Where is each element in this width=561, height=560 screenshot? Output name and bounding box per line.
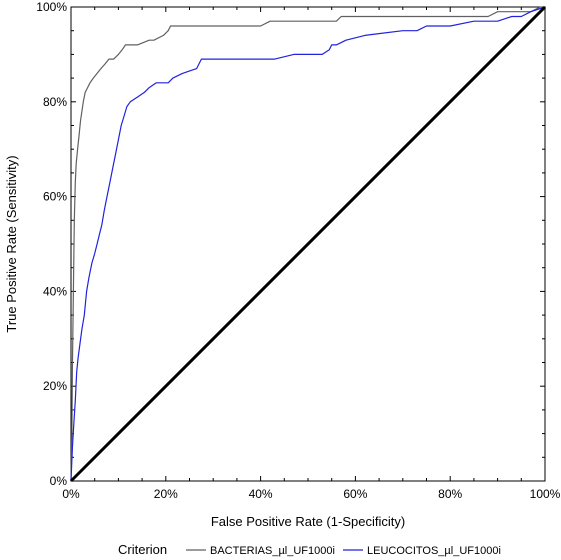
- x-tick-label: 80%: [438, 487, 462, 501]
- x-tick-label: 20%: [154, 487, 178, 501]
- reference-diagonal: [69, 5, 547, 483]
- leucocitos-roc-curve: [70, 6, 546, 482]
- x-tick-label: 60%: [343, 487, 367, 501]
- legend-label-bacterias: BACTERIAS_µl_UF1000i: [210, 545, 335, 557]
- y-axis-title: True Positive Rate (Sensitivity): [4, 155, 19, 332]
- x-tick-label: 100%: [530, 487, 561, 501]
- series: [69, 5, 547, 483]
- ticks: 0% 20% 40% 60% 80% 100% 0% 20% 40% 60% 80% 100%: [36, 0, 560, 501]
- plot-area: 0% 20% 40% 60% 80% 100% 0% 20% 40% 60% 80% 100%: [36, 0, 560, 501]
- legend-title: Criterion: [118, 542, 167, 557]
- y-tick-label: 20%: [43, 379, 67, 393]
- legend-label-leucocitos: LEUCOCITOS_µl_UF1000i: [367, 545, 501, 557]
- bacterias-roc-curve: [70, 6, 545, 482]
- legend: Criterion BACTERIAS_µl_UF1000i LEUCOCITO…: [118, 542, 501, 557]
- x-axis-title: False Positive Rate (1-Specificity): [211, 514, 405, 529]
- x-tick-label: 40%: [249, 487, 273, 501]
- y-tick-label: 40%: [43, 284, 67, 298]
- y-tick-label: 100%: [36, 0, 67, 14]
- y-tick-label: 80%: [43, 95, 67, 109]
- y-tick-label: 0%: [50, 474, 68, 488]
- y-tick-label: 60%: [43, 190, 67, 204]
- x-tick-label: 0%: [62, 487, 80, 501]
